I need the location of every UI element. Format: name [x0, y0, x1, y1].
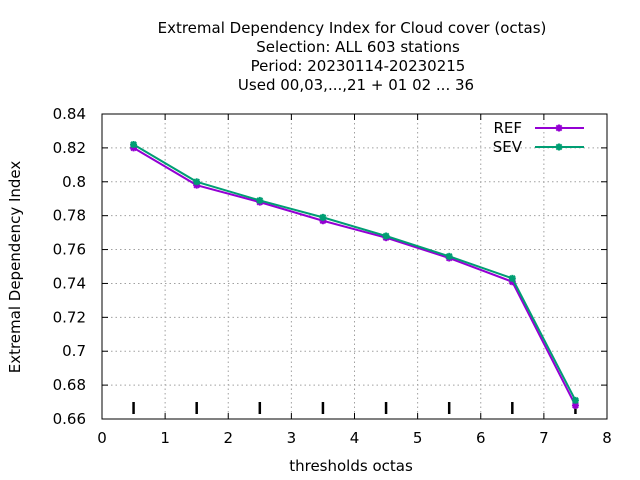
- data-point-sev: [571, 396, 579, 404]
- data-point-sev: [193, 178, 201, 186]
- x-tick-label: 6: [476, 429, 486, 447]
- x-tick-label: 4: [350, 429, 360, 447]
- chart-title: Extremal Dependency Index for Cloud cove…: [158, 19, 547, 94]
- point-marker-core: [446, 254, 452, 259]
- y-tick-label: 0.78: [53, 207, 86, 225]
- data-point-ref: [571, 401, 579, 409]
- y-tick-label: 0.84: [53, 105, 86, 123]
- point-marker-core: [556, 144, 562, 150]
- x-axis-label: thresholds octas: [289, 457, 413, 475]
- legend-marker-sev: [555, 143, 563, 151]
- y-tick-label: 0.72: [53, 308, 86, 326]
- y-axis-ticks: 0.66 0.68 0.7 0.72 0.74 0.76 0.78 0.8 0.82 0.84: [53, 105, 607, 428]
- y-tick-label: 0.66: [53, 410, 86, 428]
- legend-label-ref: REF: [493, 119, 522, 137]
- point-marker-core: [194, 179, 199, 184]
- y-tick-label: 0.76: [53, 241, 86, 259]
- data-point-sev: [130, 141, 138, 148]
- point-marker-core: [383, 233, 389, 239]
- y-axis-label: Extremal Dependency Index: [6, 161, 24, 374]
- x-tick-label: 7: [539, 429, 549, 447]
- point-marker-core: [257, 198, 263, 203]
- data-point-sev: [319, 213, 327, 221]
- point-marker-core: [556, 125, 562, 131]
- y-tick-label: 0.82: [53, 139, 86, 157]
- data-point-sev: [256, 196, 264, 204]
- x-tick-label: 0: [97, 429, 107, 447]
- grid: [102, 114, 607, 419]
- title-line-4: Used 00,03,...,21 + 01 02 ... 36: [238, 76, 474, 94]
- data-point-sev: [382, 232, 390, 240]
- y-tick-label: 0.74: [53, 274, 86, 292]
- point-marker-core: [573, 403, 578, 408]
- x-tick-label: 1: [160, 429, 170, 447]
- series-line-ref: [133, 147, 577, 406]
- point-marker-core: [510, 276, 515, 281]
- x-tick-label: 8: [602, 429, 612, 447]
- y-tick-label: 0.68: [53, 376, 86, 394]
- x-axis-ticks: 0 1 2 3 4 5 6 7 8: [97, 114, 612, 447]
- y-tick-label: 0.8: [62, 173, 86, 191]
- legend-marker-ref: [555, 124, 563, 132]
- title-line-3: Period: 20230114-20230215: [251, 57, 466, 75]
- point-marker-core: [573, 398, 578, 403]
- title-line-2: Selection: ALL 603 stations: [256, 38, 460, 56]
- x-tick-label: 2: [223, 429, 233, 447]
- series-line-sev: [133, 143, 577, 401]
- legend-label-sev: SEV: [493, 138, 523, 156]
- data-point-sev: [445, 252, 453, 260]
- title-line-1: Extremal Dependency Index for Cloud cove…: [158, 19, 547, 37]
- x-tick-label: 5: [413, 429, 423, 447]
- data-point-sev: [508, 274, 516, 282]
- x-tick-label: 3: [287, 429, 297, 447]
- y-tick-label: 0.7: [62, 342, 86, 360]
- point-marker-core: [320, 215, 326, 220]
- point-marker-core: [131, 142, 136, 147]
- series-lines: [130, 141, 579, 409]
